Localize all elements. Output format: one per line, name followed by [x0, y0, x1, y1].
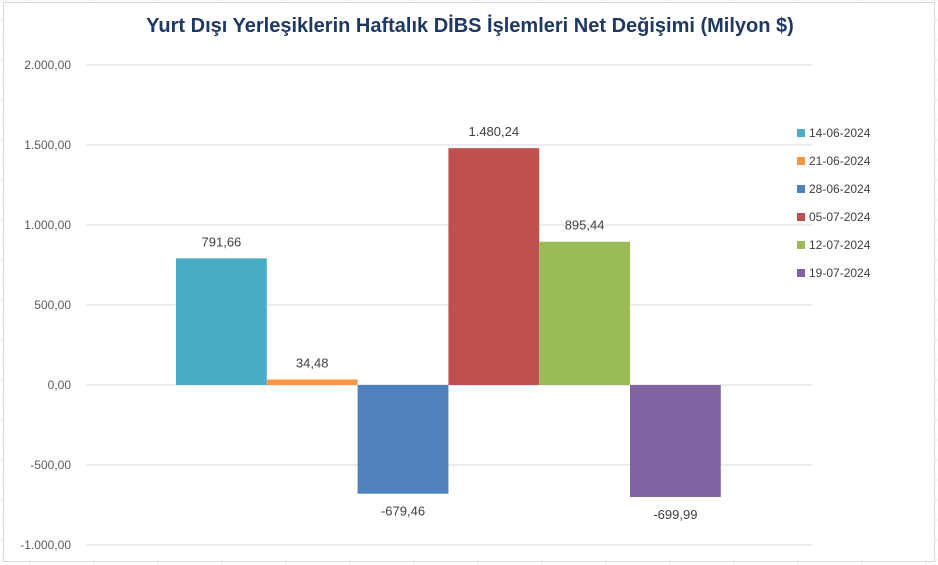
data-label: -699,99: [653, 507, 697, 522]
data-label: 791,66: [202, 234, 242, 249]
bar-21-06-2024[interactable]: [266, 379, 358, 385]
legend-label: 05-07-2024: [809, 210, 871, 224]
legend-swatch: [797, 241, 805, 249]
data-label: 34,48: [296, 355, 329, 370]
legend-swatch: [797, 157, 805, 165]
legend-label: 21-06-2024: [809, 154, 871, 168]
legend-label: 12-07-2024: [809, 238, 871, 252]
legend-swatch: [797, 129, 805, 137]
chart-area[interactable]: Yurt Dışı Yerleşiklerin Haftalık DİBS İş…: [3, 2, 935, 562]
y-tick-label: 2.000,00: [24, 58, 71, 72]
legend-item[interactable]: 12-07-2024: [797, 231, 870, 259]
legend-label: 28-06-2024: [809, 182, 871, 196]
y-tick-label: 1.500,00: [24, 138, 71, 152]
chart-title: Yurt Dışı Yerleşiklerin Haftalık DİBS İş…: [146, 15, 794, 37]
bar-12-07-2024[interactable]: [539, 241, 630, 385]
data-label: 1.480,24: [468, 124, 519, 139]
legend-item[interactable]: 21-06-2024: [797, 147, 870, 175]
legend-swatch: [797, 213, 805, 221]
legend-swatch: [797, 185, 805, 193]
legend-label: 19-07-2024: [809, 266, 871, 280]
bar-05-07-2024[interactable]: [448, 148, 540, 385]
y-tick-label: 0,00: [48, 378, 72, 392]
bar-19-07-2024[interactable]: [630, 385, 721, 497]
legend-item[interactable]: 28-06-2024: [797, 175, 870, 203]
legend-item[interactable]: 05-07-2024: [797, 203, 870, 231]
y-tick-label: 1.000,00: [24, 218, 71, 232]
bar-28-06-2024[interactable]: [357, 385, 449, 494]
legend[interactable]: 14-06-2024 21-06-2024 28-06-2024 05-07-2024…: [797, 119, 870, 287]
y-tick-label: 500,00: [34, 298, 71, 312]
data-label: 895,44: [565, 218, 605, 233]
y-tick-label: -500,00: [30, 458, 71, 472]
legend-item[interactable]: 19-07-2024: [797, 259, 870, 287]
bar-14-06-2024[interactable]: [176, 258, 267, 385]
legend-item[interactable]: 14-06-2024: [797, 119, 870, 147]
data-label: -679,46: [381, 504, 425, 519]
plot-area: 2.000,00 1.500,00 1.000,00 500,00 0,00 -500,0…: [20, 58, 812, 552]
legend-swatch: [797, 269, 805, 277]
y-tick-label: -1.000,00: [20, 538, 71, 552]
legend-label: 14-06-2024: [809, 126, 871, 140]
